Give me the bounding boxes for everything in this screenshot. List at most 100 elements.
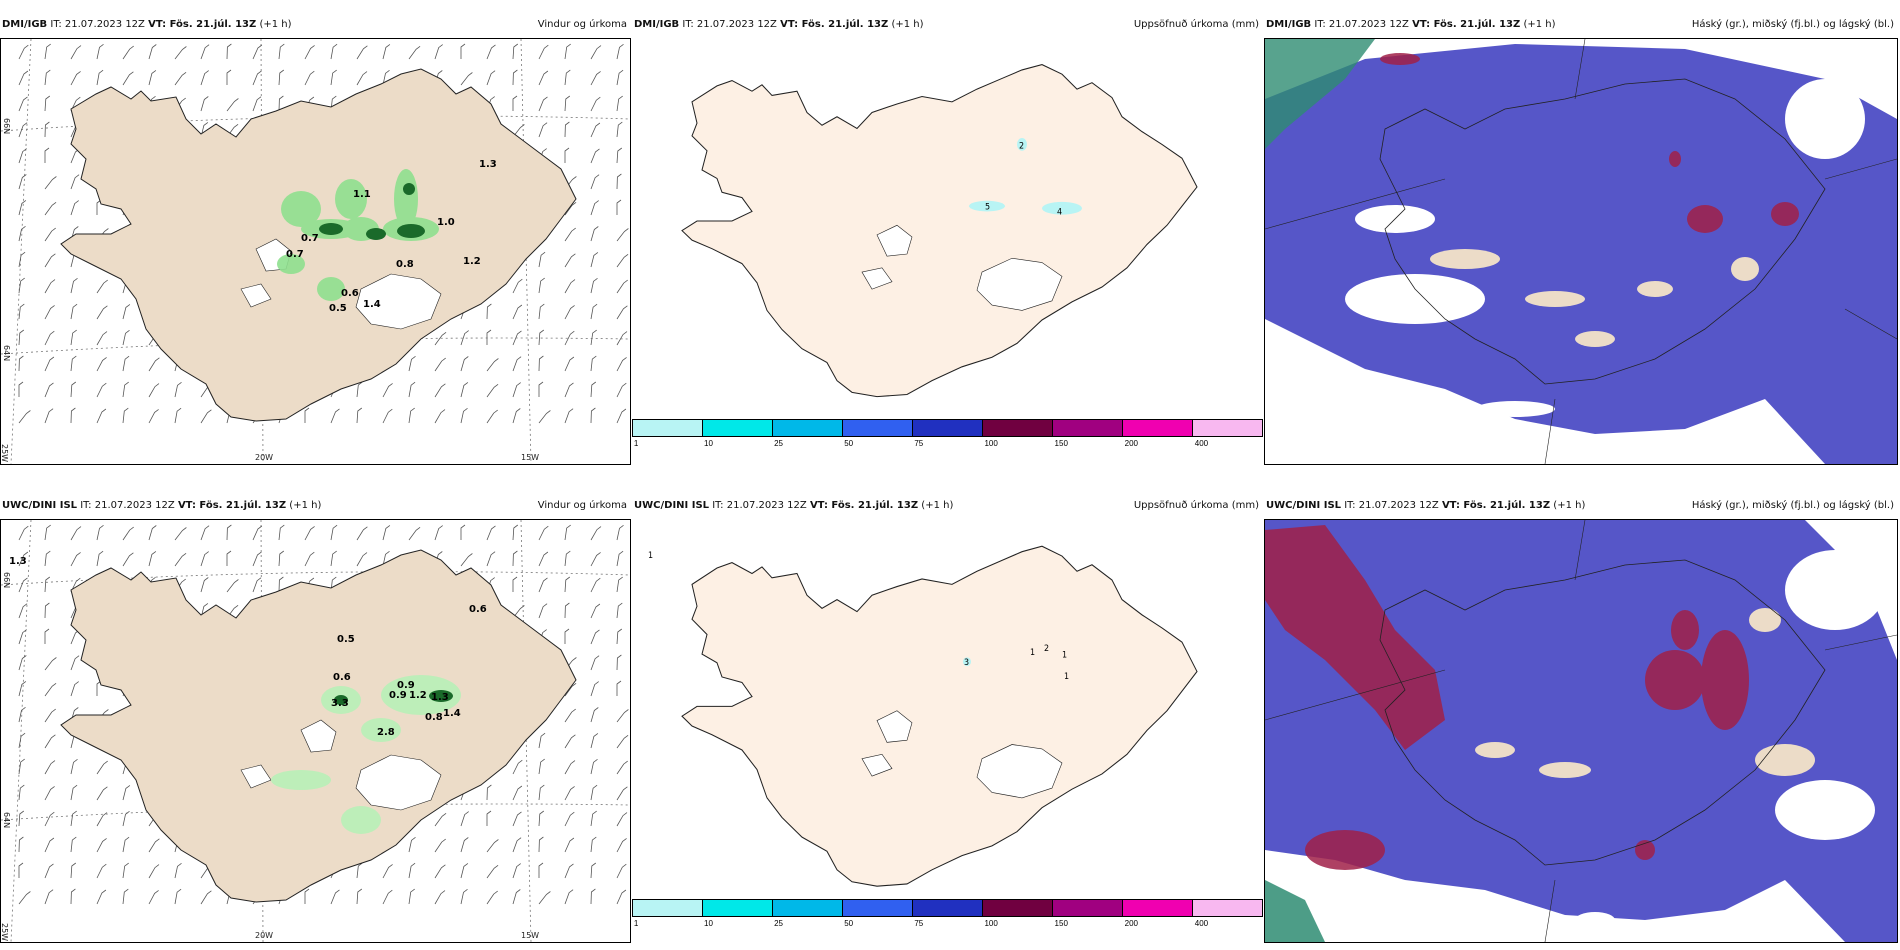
lat-label: 64N	[2, 345, 11, 361]
wind-barb	[18, 655, 27, 671]
colorbar-swatch	[773, 900, 843, 916]
wind-barb	[44, 576, 51, 593]
wind-barb	[252, 96, 262, 112]
wind-barb	[486, 329, 492, 345]
iceland-land	[681, 545, 1198, 887]
map-frame[interactable]: 1.3 0.6 0.5 0.6 3.3 0.9 0.9 1.2 1.3 2.8 …	[0, 519, 631, 943]
wind-barb	[538, 603, 548, 619]
wind-barb	[330, 889, 340, 905]
precip-areas	[969, 138, 1082, 215]
wind-barb	[616, 228, 629, 242]
valid-time: VT: Fös. 21.júl. 13Z	[177, 500, 287, 511]
colorbar-swatches	[632, 419, 1263, 437]
wind-barb	[44, 628, 50, 644]
wind-barb	[434, 812, 447, 827]
init-time: IT: 21.07.2023 12Z	[80, 500, 175, 511]
wind-barb	[408, 888, 415, 905]
wind-barb	[44, 602, 50, 619]
colorbar-label: 10	[704, 439, 713, 448]
wind-barb	[512, 304, 523, 320]
accum-value: 2	[1044, 642, 1049, 652]
wind-barb	[44, 43, 51, 60]
precip-value: 0.9	[389, 690, 407, 701]
map-frame[interactable]: 2 5 4	[632, 38, 1263, 453]
accum-value: 3	[964, 657, 969, 667]
model-name: DMI/IGB	[2, 19, 48, 30]
map-frame[interactable]	[1264, 519, 1898, 943]
precip-value: 1.3	[479, 159, 497, 170]
wind-barb	[18, 381, 24, 397]
wind-barb	[44, 760, 56, 775]
map-frame[interactable]: 1 3 1 2 1 1	[632, 519, 1263, 933]
wind-barb	[616, 331, 628, 346]
lon-label: 25W	[1, 923, 9, 941]
wind-barb	[616, 576, 623, 593]
wind-barb	[330, 69, 337, 86]
wind-barb	[174, 527, 187, 541]
accum-map: 2 5 4	[681, 64, 1198, 398]
colorbar-swatch	[843, 900, 913, 916]
graticule	[1265, 39, 1897, 464]
wind-barb	[590, 552, 601, 567]
wind-barb	[382, 44, 391, 60]
wind-barb	[96, 357, 107, 372]
row1-accum-panel: DMI/IGB IT: 21.07.2023 12Z VT: Fös. 21.j…	[632, 12, 1263, 453]
wind-barb	[330, 408, 340, 424]
wind-barb	[590, 277, 598, 294]
wind-barb	[564, 408, 574, 424]
wind-barb	[148, 70, 157, 86]
wind-barb	[44, 863, 54, 879]
land-gaps	[1475, 608, 1815, 778]
wind-barb	[18, 706, 26, 723]
wind-barb	[174, 381, 182, 398]
iceland-outline	[1379, 559, 1826, 866]
wind-barb	[18, 96, 28, 112]
valid-time: VT: Fös. 21.júl. 13Z	[1441, 500, 1551, 511]
wind-barb	[616, 253, 629, 268]
wind-barb	[590, 836, 597, 853]
high-cloud	[1265, 39, 1375, 149]
wind-barb	[70, 810, 77, 827]
wind-barb	[18, 277, 25, 294]
offset: (+1 h)	[891, 19, 924, 30]
wind-barb	[512, 863, 521, 879]
wind-barb	[564, 524, 571, 541]
colorbar-label: 75	[914, 439, 924, 448]
colorbar-swatch	[1053, 900, 1123, 916]
wind-barb	[200, 890, 212, 905]
wind-map: 1.3 0.6 0.5 0.6 3.3 0.9 0.9 1.2 1.3 2.8 …	[1, 520, 630, 942]
wind-barb	[564, 760, 576, 775]
wind-barb	[564, 811, 575, 827]
wind-barb	[408, 381, 416, 398]
colorbar-label: 100	[984, 439, 998, 448]
wind-barb	[538, 44, 549, 60]
clear-areas	[1425, 550, 1885, 930]
wind-barb	[486, 810, 492, 826]
wind-barb	[616, 69, 624, 86]
wind-barb	[512, 278, 523, 294]
wind-barb	[278, 576, 284, 593]
wind-barb	[330, 43, 338, 60]
wind-barb	[356, 45, 368, 60]
wind-barb	[486, 890, 498, 905]
wind-barb	[382, 864, 393, 879]
map-frame[interactable]: 0.7 0.7 0.6 0.5 1.4 1.1 1.0 0.8 1.2 1.3 …	[0, 38, 631, 465]
accum-value: 4	[1057, 206, 1062, 216]
lon-label: 20W	[255, 931, 273, 940]
wind-barb	[252, 551, 262, 567]
map-frame[interactable]	[1264, 38, 1898, 465]
precip-value: 1.3	[431, 692, 449, 703]
wind-barb	[44, 356, 55, 372]
wind-barb	[70, 277, 78, 294]
wind-barb	[486, 383, 499, 398]
wind-barb	[564, 863, 574, 879]
wind-barb	[70, 174, 80, 190]
wind-barb	[70, 836, 77, 853]
wind-barb	[70, 681, 79, 697]
colorbar-label: 75	[914, 919, 924, 928]
precip-core	[334, 690, 453, 705]
low-cloud	[1265, 520, 1897, 942]
wind-map: 0.7 0.7 0.6 0.5 1.4 1.1 1.0 0.8 1.2 1.3 …	[1, 39, 630, 464]
wind-barb	[148, 44, 157, 60]
precip-value: 1.4	[443, 708, 461, 719]
